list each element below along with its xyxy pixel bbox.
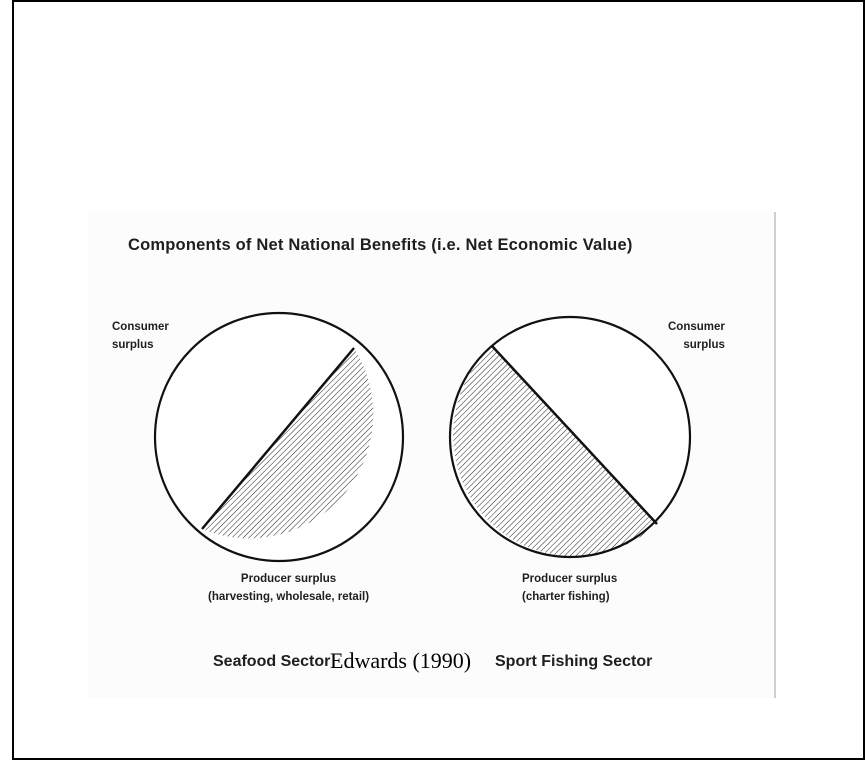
- seafood-divider-line: [201, 347, 355, 530]
- seafood-sector-label: Seafood Sector: [213, 653, 331, 670]
- sport-consumer-label-line2: surplus: [683, 339, 725, 351]
- source-caption: Edwards (1990): [330, 648, 472, 673]
- seafood-pie: [153, 311, 405, 563]
- seafood-producer-label-line1: Producer surplus: [240, 573, 337, 585]
- seafood-consumer-label-line1: Consumer: [112, 321, 169, 333]
- seafood-producer-surplus-slice: [202, 348, 374, 539]
- seafood-producer-label: Producer surplus (harvesting, wholesale,…: [208, 570, 369, 606]
- sport-divider-line: [491, 345, 658, 525]
- seafood-producer-label-line2: (harvesting, wholesale, retail): [208, 591, 370, 603]
- seafood-pie-outline: [153, 311, 405, 563]
- sport-producer-label: Producer surplus (charter fishing): [522, 570, 617, 606]
- diagram-title: Components of Net National Benefits (i.e…: [128, 236, 633, 254]
- sport-pie-outline: [448, 315, 692, 559]
- sport-fishing-sector-label: Sport Fishing Sector: [495, 653, 653, 670]
- seafood-consumer-label-line2: surplus: [112, 339, 154, 351]
- seafood-consumer-label: Consumer surplus: [112, 318, 169, 354]
- sport-producer-label-line2: (charter fishing): [522, 591, 610, 603]
- scan-edge-line: [774, 212, 776, 698]
- sport-fishing-pie: [448, 315, 692, 559]
- sport-consumer-label-line1: Consumer: [668, 321, 725, 333]
- sport-producer-label-line1: Producer surplus: [522, 573, 618, 585]
- sport-producer-surplus-slice: [453, 346, 657, 557]
- sport-consumer-label: Consumer surplus: [668, 318, 725, 354]
